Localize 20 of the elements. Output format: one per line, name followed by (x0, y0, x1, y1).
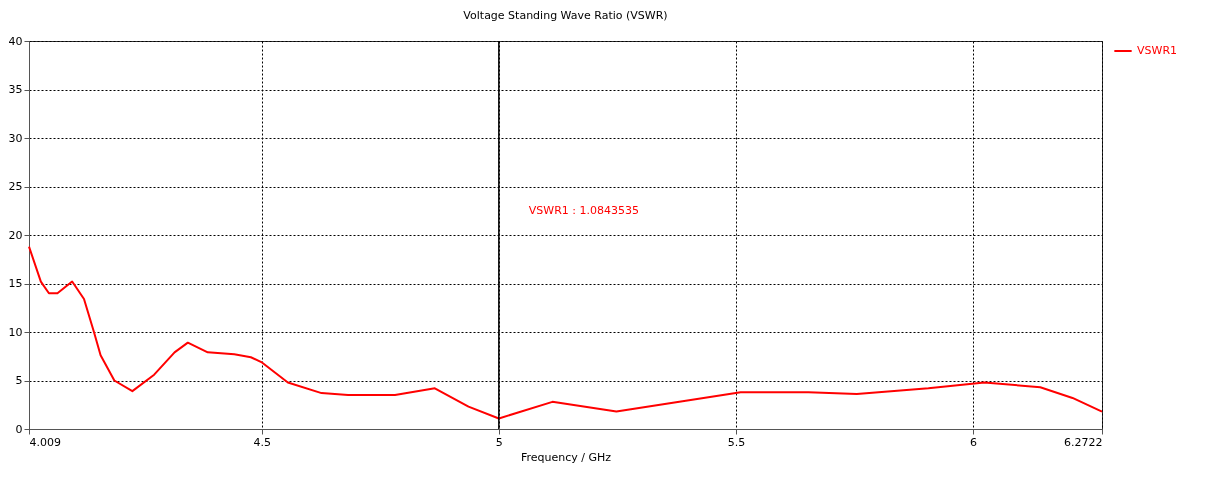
x-tick-label: 6 (969, 435, 977, 449)
y-tick-label: 25 (8, 180, 23, 193)
annotation: VSWR1 : 1.0843535 (528, 204, 640, 217)
line-series (28, 245, 1103, 420)
y-tick-label: 40 (8, 34, 23, 48)
y-tick-label: 35 (8, 83, 23, 96)
y-tick-label: 15 (8, 277, 23, 290)
y-tick-label: 10 (8, 325, 23, 339)
x-tick-label: 5 (495, 435, 503, 449)
y-tick-label: 5 (15, 374, 23, 387)
y-tick-label: 30 (8, 131, 23, 145)
y-tick-label: 0 (15, 422, 23, 436)
y-tick-label: 20 (8, 228, 23, 242)
legend-label: VSWR1 (1137, 44, 1178, 57)
x-tick-label: 5.5 (727, 435, 746, 449)
x-tick-label: 4.5 (253, 435, 272, 449)
x-axis-title: Frequency / GHz (520, 450, 612, 464)
x-tick-label: 4.009 (29, 435, 61, 449)
x-tick-label: 6.2722 (1064, 435, 1103, 449)
chart-title: Voltage Standing Wave Ratio (VSWR) (463, 9, 668, 22)
